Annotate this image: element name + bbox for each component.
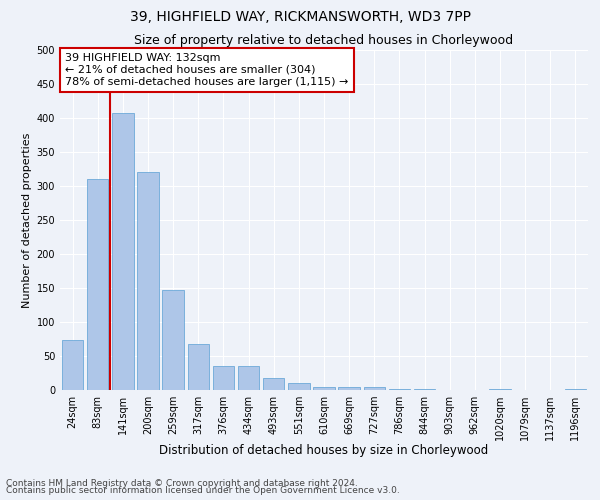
Text: 39, HIGHFIELD WAY, RICKMANSWORTH, WD3 7PP: 39, HIGHFIELD WAY, RICKMANSWORTH, WD3 7P… — [130, 10, 470, 24]
Bar — [288, 382, 310, 390]
Bar — [238, 366, 259, 390]
Bar — [565, 388, 586, 390]
Text: 39 HIGHFIELD WAY: 132sqm
← 21% of detached houses are smaller (304)
78% of semi-: 39 HIGHFIELD WAY: 132sqm ← 21% of detach… — [65, 54, 349, 86]
X-axis label: Distribution of detached houses by size in Chorleywood: Distribution of detached houses by size … — [160, 444, 488, 458]
Bar — [87, 179, 109, 390]
Bar — [364, 386, 385, 390]
Bar — [338, 386, 360, 390]
Bar — [213, 366, 234, 390]
Bar — [137, 172, 158, 390]
Bar — [313, 386, 335, 390]
Bar — [62, 340, 83, 390]
Bar — [163, 290, 184, 390]
Y-axis label: Number of detached properties: Number of detached properties — [22, 132, 32, 308]
Bar — [112, 113, 134, 390]
Bar — [490, 388, 511, 390]
Title: Size of property relative to detached houses in Chorleywood: Size of property relative to detached ho… — [134, 34, 514, 48]
Text: Contains public sector information licensed under the Open Government Licence v3: Contains public sector information licen… — [6, 486, 400, 495]
Bar — [263, 378, 284, 390]
Bar — [188, 344, 209, 390]
Text: Contains HM Land Registry data © Crown copyright and database right 2024.: Contains HM Land Registry data © Crown c… — [6, 478, 358, 488]
